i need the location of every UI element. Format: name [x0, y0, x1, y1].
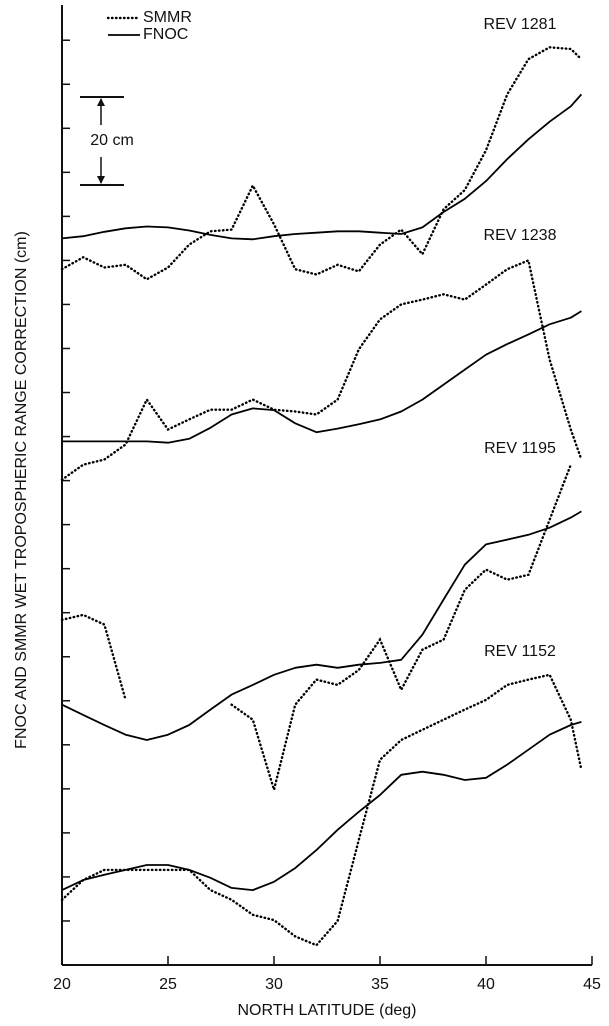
x-tick-label: 30 — [265, 976, 283, 993]
y-axis-label: FNOC AND SMMR WET TROPOSPHERIC RANGE COR… — [13, 231, 30, 749]
smmr-line — [60, 463, 572, 795]
legend-label: SMMR — [143, 9, 192, 26]
annotation: REV 1238 — [484, 227, 557, 244]
scale-bar-arrowhead — [97, 98, 105, 106]
x-tick-label: 20 — [53, 976, 71, 993]
annotation: REV 1195 — [484, 440, 556, 457]
scale-bar-arrowhead — [97, 176, 105, 184]
annotation: REV 1152 — [484, 643, 556, 660]
annotation: 20 cm — [90, 132, 134, 149]
x-tick-label: 25 — [159, 976, 177, 993]
smmr-line — [60, 673, 583, 947]
x-tick-label: 40 — [477, 976, 495, 993]
smmr-line — [60, 46, 583, 281]
x-tick-label: 35 — [371, 976, 389, 993]
legend-label: FNOC — [143, 26, 188, 43]
fnoc-line — [61, 510, 582, 741]
x-axis-label: NORTH LATITUDE (deg) — [238, 1002, 417, 1019]
smmr-line — [60, 258, 583, 481]
x-tick-label: 45 — [583, 976, 601, 993]
annotation: REV 1281 — [484, 16, 557, 33]
fnoc-line — [62, 310, 582, 444]
fnoc-line — [61, 721, 582, 891]
fnoc-line — [61, 93, 583, 241]
